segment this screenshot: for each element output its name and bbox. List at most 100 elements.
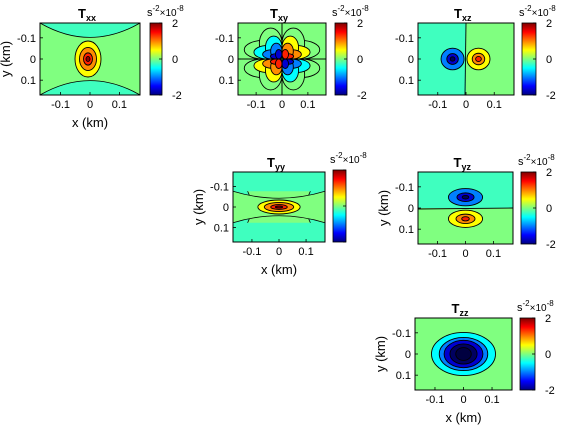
x-tick-label: 0 xyxy=(279,99,285,111)
y-tick-label: 0 xyxy=(223,202,229,214)
colorbar-tick-label: 0 xyxy=(546,54,552,66)
heatmap-area xyxy=(418,23,514,95)
y-tick-label: 0.1 xyxy=(396,370,411,382)
y-tick-label: 0.1 xyxy=(399,75,414,87)
y-axis-label: y (km) xyxy=(0,41,13,77)
colorbar-tick-label: 2 xyxy=(172,18,178,30)
x-tick-label: 0.1 xyxy=(298,246,313,258)
contour-region xyxy=(40,23,140,38)
y-tick-label: -0.1 xyxy=(17,33,36,45)
heatmap-area xyxy=(40,23,140,95)
panel-Txz: Txz -0.1 0 0.1 -0.1 0 0.1 2 0 -2 s-2×10-8 xyxy=(395,4,556,111)
x-axis-label: x (km) xyxy=(261,262,297,277)
x-tick-label: -0.1 xyxy=(428,248,447,260)
contour-lobe xyxy=(281,58,289,69)
contour-lobe xyxy=(275,49,283,60)
contour-region xyxy=(85,56,91,62)
colorbar-tick-label: 2 xyxy=(546,167,552,179)
x-axis-label: x (km) xyxy=(72,115,108,130)
x-tick-label: -0.1 xyxy=(242,246,261,258)
y-tick-label: -0.1 xyxy=(210,181,229,193)
panel-title: Tzz xyxy=(452,301,469,318)
x-tick-label: -0.1 xyxy=(51,99,70,111)
y-tick-label: 0 xyxy=(408,203,414,215)
zero-contour xyxy=(418,207,513,210)
colorbar-unit: s-2×10-8 xyxy=(332,4,369,19)
colorbar-tick-label: -2 xyxy=(357,90,367,102)
contour-region xyxy=(233,222,325,242)
contour-region xyxy=(40,80,140,95)
contour-region xyxy=(455,347,472,361)
x-tick-label: 0.1 xyxy=(300,99,315,111)
contour-region xyxy=(233,172,325,192)
colorbar-tick-label: 2 xyxy=(546,18,552,30)
panel-title: Tyy xyxy=(267,155,285,172)
colorbar-tick-label: 2 xyxy=(545,313,551,325)
panel-Txx: Txx -0.1 0 0.1 -0.1 0 0.1 x (km) y (km) 2 0 -2 s-2×1… xyxy=(0,4,184,130)
y-tick-label: 0 xyxy=(30,54,36,66)
y-tick-label: 0 xyxy=(228,54,234,66)
x-tick-label: 0.1 xyxy=(487,99,502,111)
colorbar-tick-label: 2 xyxy=(357,18,363,30)
x-tick-label: 0.1 xyxy=(486,248,501,260)
colorbar-tick-label: -2 xyxy=(172,90,182,102)
contour-region xyxy=(274,205,284,209)
y-axis-label: y (km) xyxy=(373,336,388,372)
panel-title: Txy xyxy=(270,6,288,23)
y-tick-label: -0.1 xyxy=(215,33,234,45)
colorbar-tick-label: 0 xyxy=(545,349,551,361)
heatmap-area xyxy=(233,172,325,242)
contour-region xyxy=(461,216,470,222)
colorbar-unit: s-2×10-8 xyxy=(147,4,184,19)
y-tick-label: 0 xyxy=(405,349,411,361)
panel-title: Txx xyxy=(78,6,96,23)
y-tick-label: 0.1 xyxy=(219,75,234,87)
panel-Tzz: Tzz-0.1 0 0.1-0.100.1x (km)y (km)20-2s-2×1… xyxy=(373,299,555,425)
panel-Txy: Txy -0.1 0 0.1 -0.1 0 0.1 2 0 -2 s-2×10-8 xyxy=(215,4,369,111)
y-tick-label: 0.1 xyxy=(21,75,36,87)
colorbar-unit: s-2×10-8 xyxy=(517,299,554,314)
y-tick-label: 0.1 xyxy=(399,224,414,236)
panel-Tyz: Tyz -0.1 0 0.1 -0.1 0 0.1 y (km) 2 0 -2 s-2×10-8 xyxy=(376,153,556,260)
colorbar-unit: s-2×10-8 xyxy=(330,151,367,166)
y-axis-label: y (km) xyxy=(191,189,206,225)
panel-title: Txz xyxy=(454,6,472,23)
x-tick-label: -0.1 xyxy=(428,99,447,111)
y-tick-label: -0.1 xyxy=(392,328,411,340)
x-tick-label: 0 xyxy=(460,394,466,406)
colorbar-unit: s-2×10-8 xyxy=(518,153,555,168)
colorbar-tick-label: 0 xyxy=(172,54,178,66)
heatmap-area xyxy=(415,318,512,390)
contour-region xyxy=(461,194,470,200)
x-tick-label: 0 xyxy=(87,99,93,111)
x-tick-label: -0.1 xyxy=(247,99,266,111)
x-tick-label: 0.1 xyxy=(484,394,499,406)
y-tick-label: -0.1 xyxy=(395,182,414,194)
zero-contour xyxy=(464,23,467,95)
colorbar-unit: s-2×10-8 xyxy=(519,4,556,19)
colorbar-tick-label: -2 xyxy=(546,90,556,102)
x-tick-label: 0.1 xyxy=(112,99,127,111)
contour-region xyxy=(449,56,456,62)
heatmap-area xyxy=(238,23,326,95)
contour-region xyxy=(475,56,482,62)
panel-title: Tyz xyxy=(454,155,472,172)
x-tick-label: 0 xyxy=(462,248,468,260)
x-tick-label: 0 xyxy=(276,246,282,258)
y-tick-label: 0.1 xyxy=(214,223,229,235)
contour-lobe xyxy=(281,49,289,60)
colorbar-tick-label: 0 xyxy=(357,54,363,66)
colorbar-tick-label: -2 xyxy=(545,385,555,397)
x-tick-label: -0.1 xyxy=(425,394,444,406)
y-axis-label: y (km) xyxy=(376,190,391,226)
y-tick-label: -0.1 xyxy=(395,33,414,45)
x-tick-label: 0 xyxy=(463,99,469,111)
heatmap-area xyxy=(418,172,513,244)
colorbar-tick-label: -2 xyxy=(546,239,556,251)
x-axis-label: x (km) xyxy=(445,410,481,425)
contour-lobe xyxy=(275,58,283,69)
colorbar-tick-label: 0 xyxy=(546,203,552,215)
panel-Tyy: Tyy-0.1 0 0.1-0.100.1x (km)y (km)s-2×10-8 xyxy=(191,151,367,277)
y-tick-label: 0 xyxy=(408,54,414,66)
